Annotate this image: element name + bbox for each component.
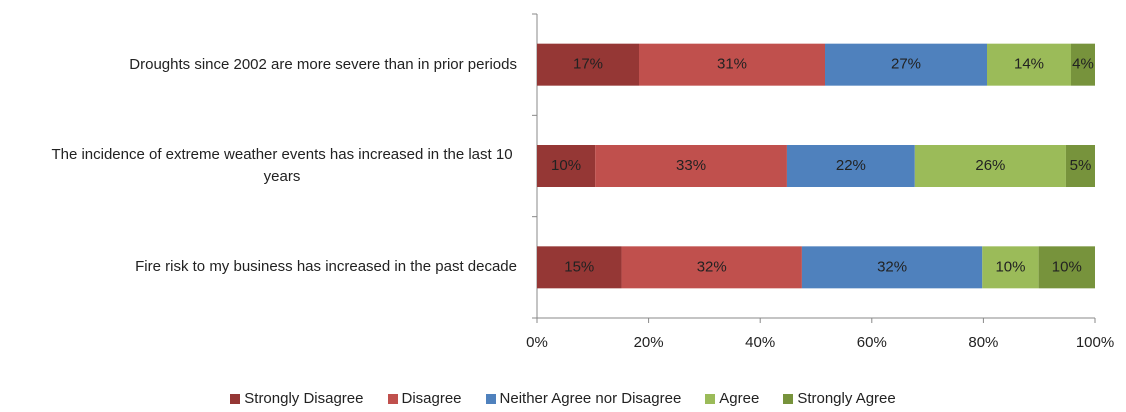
bar-segment bbox=[982, 246, 1039, 289]
legend-swatch bbox=[230, 393, 241, 404]
bar-segment bbox=[537, 43, 639, 86]
data-label: 4% bbox=[1072, 56, 1094, 73]
legend-item: Agree bbox=[705, 390, 759, 407]
legend-label: Strongly Disagree bbox=[244, 390, 364, 407]
bar-segment bbox=[537, 246, 622, 289]
data-label: 32% bbox=[697, 258, 727, 275]
legend-item: Neither Agree nor Disagree bbox=[485, 390, 682, 407]
legend-label: Disagree bbox=[401, 390, 462, 407]
legend-label: Agree bbox=[719, 390, 760, 407]
legend-item: Disagree bbox=[387, 390, 462, 407]
bar-segment bbox=[621, 246, 802, 289]
bar-segment bbox=[1038, 246, 1095, 289]
bar-segment bbox=[786, 145, 915, 187]
legend-swatch bbox=[485, 393, 496, 404]
bar-segment bbox=[801, 246, 983, 289]
data-label: 33% bbox=[676, 157, 706, 174]
data-label: 10% bbox=[1052, 258, 1082, 275]
data-label: 31% bbox=[717, 56, 747, 73]
legend-item: Strongly Disagree bbox=[230, 390, 364, 407]
bar-segment bbox=[639, 43, 825, 86]
legend: Strongly Disagree Disagree Neither Agree n… bbox=[0, 390, 1126, 407]
legend-item: Strongly Agree bbox=[783, 390, 896, 407]
bar-segment bbox=[537, 145, 596, 187]
x-tick-label: 20% bbox=[634, 334, 664, 351]
x-tick-label: 40% bbox=[745, 334, 775, 351]
category-label: Droughts since 2002 are more severe than… bbox=[129, 55, 517, 73]
x-tick-label: 80% bbox=[968, 334, 998, 351]
category-label: Fire risk to my business has increased i… bbox=[135, 258, 517, 276]
data-label: 27% bbox=[891, 56, 921, 73]
data-label: 32% bbox=[877, 258, 907, 275]
legend-label: Neither Agree nor Disagree bbox=[499, 390, 682, 407]
category-label: The incidence of extreme weather events … bbox=[51, 146, 513, 185]
data-label: 15% bbox=[564, 258, 594, 275]
bar-segment bbox=[914, 145, 1066, 187]
bar-segment bbox=[987, 43, 1071, 86]
data-label: 14% bbox=[1014, 56, 1044, 73]
x-tick-label: 100% bbox=[1076, 334, 1114, 351]
legend-label: Strongly Agree bbox=[797, 390, 896, 407]
data-label: 26% bbox=[975, 157, 1005, 174]
bar-segment bbox=[595, 145, 787, 187]
legend-swatch bbox=[705, 393, 716, 404]
legend-swatch bbox=[783, 393, 794, 404]
x-tick-label: 0% bbox=[526, 334, 548, 351]
bar-segment bbox=[1065, 145, 1095, 187]
data-label: 22% bbox=[836, 157, 866, 174]
bar-segment bbox=[825, 43, 987, 86]
data-label: 10% bbox=[551, 157, 581, 174]
bar-segment bbox=[1071, 43, 1095, 86]
legend-swatch bbox=[387, 393, 398, 404]
data-label: 17% bbox=[573, 56, 603, 73]
data-label: 5% bbox=[1070, 157, 1092, 174]
x-tick-label: 60% bbox=[857, 334, 887, 351]
data-label: 10% bbox=[995, 258, 1025, 275]
